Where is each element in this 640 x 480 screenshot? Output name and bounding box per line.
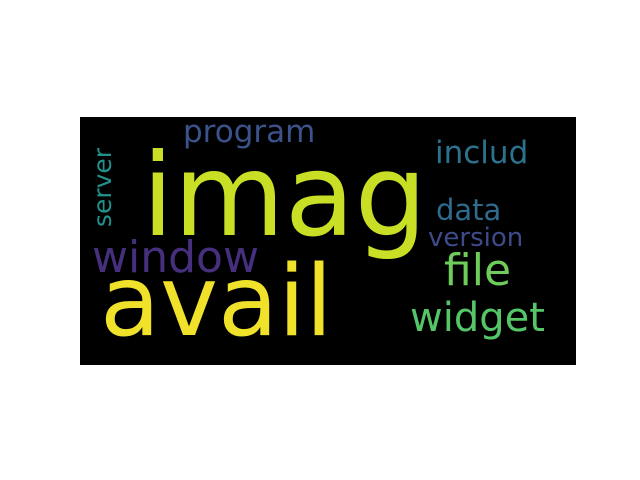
word-cloud: server program includ data version windo…	[80, 117, 576, 365]
word-widget: widget	[410, 295, 545, 341]
word-program: program	[183, 117, 316, 150]
word-avail: avail	[100, 245, 333, 359]
word-window: window	[92, 232, 259, 283]
word-version: version	[428, 223, 524, 253]
word-data: data	[436, 193, 502, 227]
word-server: server	[88, 147, 118, 228]
word-includ: includ	[435, 135, 529, 171]
word-file: file	[444, 245, 512, 296]
word-imag: imag	[142, 129, 427, 262]
